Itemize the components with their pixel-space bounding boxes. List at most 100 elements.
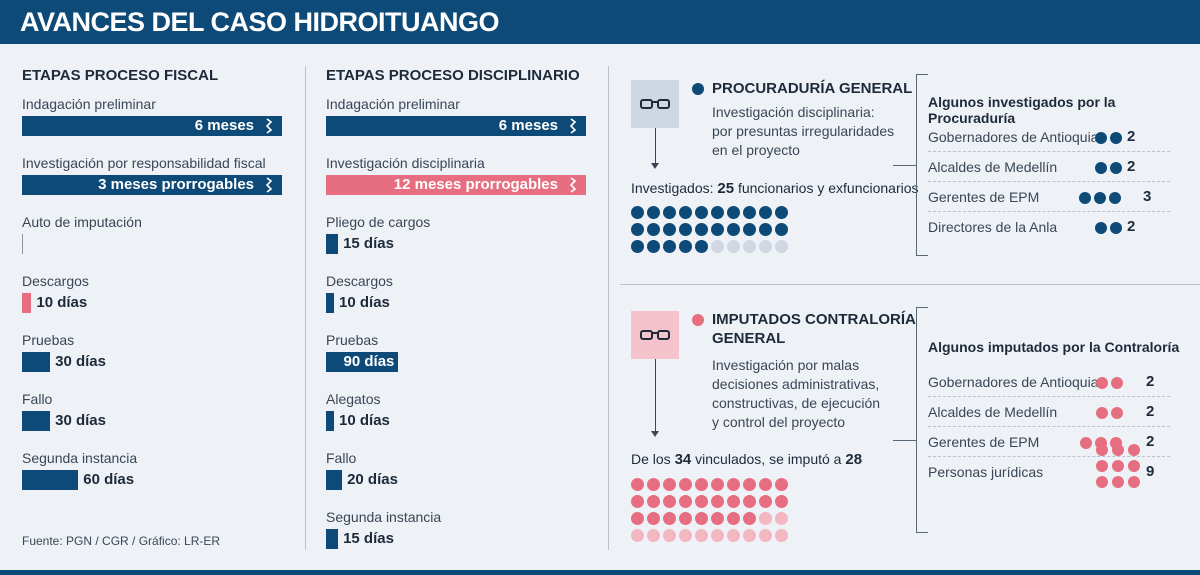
person-dot-filled bbox=[695, 206, 708, 219]
fiscal-title: ETAPAS PROCESO FISCAL bbox=[22, 67, 219, 84]
bar-value-label: 30 días bbox=[55, 412, 106, 429]
row-dot bbox=[1096, 460, 1108, 472]
row-dot bbox=[1096, 444, 1108, 456]
stage-label: Alegatos bbox=[326, 391, 381, 407]
person-dot-filled bbox=[647, 240, 660, 253]
person-dot-filled bbox=[679, 240, 692, 253]
procuraduria-dot bbox=[692, 83, 704, 95]
row-count: 9 bbox=[1146, 463, 1155, 480]
person-dot-empty bbox=[679, 529, 692, 542]
person-dot-filled bbox=[631, 478, 644, 491]
arrow-line bbox=[655, 359, 656, 432]
stage-bar bbox=[326, 411, 335, 431]
arrow-line bbox=[655, 128, 656, 164]
row-count: 2 bbox=[1127, 218, 1136, 235]
person-dot-filled bbox=[647, 223, 660, 236]
stage-bar bbox=[326, 293, 335, 313]
stage-label: Segunda instancia bbox=[326, 509, 442, 525]
row-dot-group bbox=[1079, 192, 1121, 204]
person-dot-filled bbox=[743, 495, 756, 508]
row-dot bbox=[1094, 192, 1106, 204]
person-dot-filled bbox=[647, 478, 660, 491]
person-dot-filled bbox=[727, 495, 740, 508]
table-row-label: Gerentes de EPM bbox=[928, 189, 1040, 205]
table-row-label: Directores de la Anla bbox=[928, 219, 1058, 235]
person-dot-filled bbox=[647, 206, 660, 219]
extension-zigzag-icon bbox=[569, 177, 577, 193]
row-count: 2 bbox=[1127, 158, 1136, 175]
person-dot-filled bbox=[711, 512, 724, 525]
stage-label: Fallo bbox=[326, 450, 357, 466]
stage-label: Pliego de cargos bbox=[326, 214, 431, 230]
stage-label: Indagación preliminar bbox=[22, 96, 156, 112]
person-dot-empty bbox=[775, 240, 788, 253]
bar-value-label: 10 días bbox=[339, 294, 390, 311]
row-dot bbox=[1110, 162, 1122, 174]
person-dot-filled bbox=[711, 223, 724, 236]
stage-bar bbox=[22, 470, 79, 490]
table-row-label: Gerentes de EPM bbox=[928, 434, 1040, 450]
stage-label: Auto de imputación bbox=[22, 214, 142, 230]
stage-bar: 6 meses bbox=[326, 116, 586, 136]
row-divider bbox=[928, 181, 1170, 182]
person-dot-empty bbox=[711, 240, 724, 253]
bar-value-label: 30 días bbox=[55, 353, 106, 370]
contraloria-connector bbox=[893, 440, 916, 441]
person-dot-filled bbox=[679, 478, 692, 491]
table-row-label: Gobernadores de Antioquia bbox=[928, 374, 1099, 390]
person-dot-filled bbox=[711, 206, 724, 219]
person-dot-empty bbox=[743, 529, 756, 542]
procuraduria-summary: Investigados: 25 funcionarios y exfuncio… bbox=[631, 180, 919, 197]
procuraduria-table-title: Algunos investigados por la Procuraduría bbox=[928, 94, 1116, 126]
person-dot-filled bbox=[663, 512, 676, 525]
row-dot bbox=[1110, 132, 1122, 144]
stage-label: Pruebas bbox=[326, 332, 379, 348]
table-row-label: Personas jurídicas bbox=[928, 464, 1044, 480]
person-dot-filled bbox=[663, 478, 676, 491]
person-dot-empty bbox=[759, 512, 772, 525]
stage-bar bbox=[22, 411, 51, 431]
arrow-head bbox=[651, 163, 659, 169]
person-dot-filled bbox=[663, 206, 676, 219]
person-dot-filled bbox=[727, 206, 740, 219]
stage-bar: 3 meses prorrogables bbox=[22, 175, 282, 195]
person-dot-filled bbox=[663, 223, 676, 236]
table-row-label: Gobernadores de Antioquia bbox=[928, 129, 1099, 145]
person-dot-filled bbox=[743, 223, 756, 236]
bar-value-label: 3 meses prorrogables bbox=[98, 176, 254, 193]
contraloria-summary: De los 34 vinculados, se imputó a 28 bbox=[631, 451, 863, 468]
contraloria-dot-grid bbox=[631, 478, 788, 542]
person-dot-empty bbox=[695, 529, 708, 542]
row-divider bbox=[928, 396, 1170, 397]
person-dot-filled bbox=[663, 495, 676, 508]
row-dot bbox=[1080, 437, 1092, 449]
stage-bar: 90 días bbox=[326, 352, 399, 372]
row-divider bbox=[928, 426, 1170, 427]
divider-right-sections bbox=[620, 284, 1200, 285]
procuraduria-bracket bbox=[916, 74, 928, 256]
person-dot-filled bbox=[647, 512, 660, 525]
divider-2 bbox=[608, 66, 609, 550]
person-dot-filled bbox=[647, 495, 660, 508]
contraloria-bracket bbox=[916, 307, 928, 533]
row-divider bbox=[928, 151, 1170, 152]
stage-bar: 12 meses prorrogables bbox=[326, 175, 586, 195]
stage-label: Descargos bbox=[22, 273, 89, 289]
person-dot-filled bbox=[727, 478, 740, 491]
bar-value-label: 10 días bbox=[339, 412, 390, 429]
bar-value-label: 10 días bbox=[36, 294, 88, 311]
person-dot-filled bbox=[759, 495, 772, 508]
contraloria-desc: Investigación por malas decisiones admin… bbox=[712, 357, 881, 430]
stage-bar bbox=[326, 234, 339, 254]
person-dot-filled bbox=[743, 512, 756, 525]
disciplinario-title: ETAPAS PROCESO DISCIPLINARIO bbox=[326, 67, 580, 84]
stage-bar bbox=[22, 293, 32, 313]
person-dot-filled bbox=[695, 495, 708, 508]
person-dot-filled bbox=[679, 223, 692, 236]
person-dot-filled bbox=[679, 206, 692, 219]
person-dot-filled bbox=[695, 223, 708, 236]
bar-value-label: 20 días bbox=[347, 471, 398, 488]
stage-label: Investigación disciplinaria bbox=[326, 155, 485, 171]
bar-value-label: 12 meses prorrogables bbox=[393, 176, 558, 193]
person-dot-filled bbox=[759, 206, 772, 219]
